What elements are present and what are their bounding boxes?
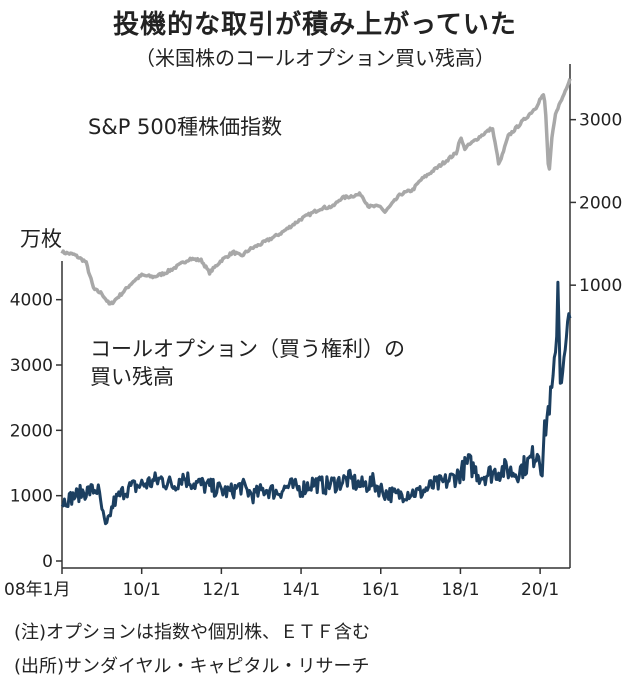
x-tick-label: 14/1 [282, 580, 320, 600]
right-tick-label: 2000 [579, 193, 622, 213]
chart-title: 投機的な取引が積み上がっていた [113, 10, 517, 40]
left-tick-label: 0 [42, 552, 53, 572]
left-tick-label: 4000 [10, 291, 53, 311]
x-tick-label: 12/1 [202, 580, 240, 600]
left-tick-label: 2000 [10, 421, 53, 441]
sp500-series-line [60, 78, 572, 306]
x-tick-group: 08年1月 10/1 12/1 14/1 16/1 18/1 20/1 [4, 568, 559, 600]
chart-subtitle: （米国株のコールオプション買い残高） [135, 46, 495, 70]
footnote: (注)オプションは指数や個別株、ＥＴＦ含む [14, 622, 371, 643]
right-tick-label: 3000 [579, 111, 622, 131]
series-label-sp500: S&P 500種株価指数 [88, 115, 282, 139]
right-tick-group: 1000 2000 3000 [570, 111, 622, 296]
x-tick-label: 10/1 [123, 580, 161, 600]
x-tick-label: 20/1 [521, 580, 559, 600]
source-note: (出所)サンダイヤル・キャピタル・リサーチ [14, 656, 370, 677]
series-label-calls-line2: 買い残高 [90, 365, 174, 389]
left-tick-group: 0 1000 2000 3000 4000 [10, 291, 62, 572]
x-tick-label: 08年1月 [4, 580, 70, 600]
series-group [60, 78, 572, 526]
x-tick-label: 16/1 [362, 580, 400, 600]
left-tick-label: 1000 [10, 487, 53, 507]
x-tick-label: 18/1 [441, 580, 479, 600]
right-tick-label: 1000 [579, 276, 622, 296]
series-label-calls-line1: コールオプション（買う権利）の [90, 337, 405, 361]
left-tick-label: 3000 [10, 356, 53, 376]
axes-group: 0 1000 2000 3000 4000 1000 2000 3000 08年1月 10/1… [4, 64, 622, 600]
left-axis-unit: 万枚 [20, 227, 62, 251]
call-open-interest-series-line [60, 280, 572, 526]
